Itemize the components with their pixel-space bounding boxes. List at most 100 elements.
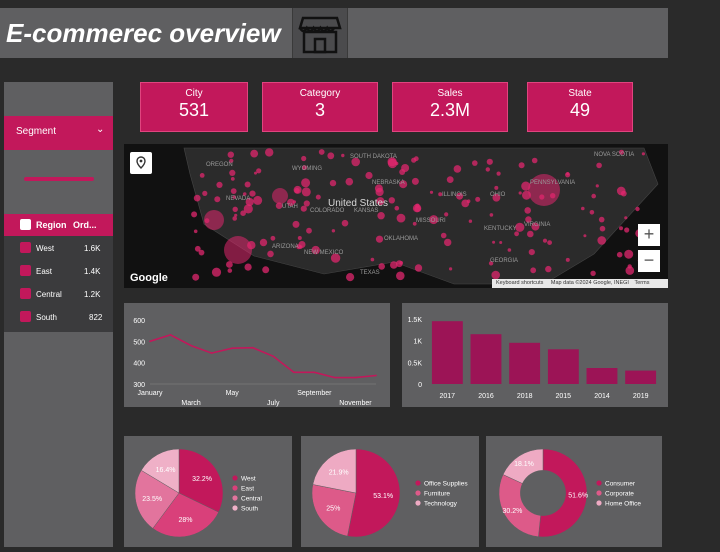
legend-marker <box>232 475 238 481</box>
map-sales-dot <box>204 210 224 230</box>
map-sales-dot <box>199 173 205 178</box>
map-sales-dot <box>616 186 626 196</box>
keyboard-shortcuts-link[interactable]: Keyboard shortcuts <box>496 280 544 286</box>
map-label: KANSAS <box>354 208 378 214</box>
region-orders: 1.4K <box>84 267 101 276</box>
slice-label: 51.6% <box>568 492 588 499</box>
legend-marker <box>232 495 238 501</box>
map-sales-dot <box>232 195 236 199</box>
map-sales-dot <box>193 229 198 234</box>
map-label: SOUTH DAKOTA <box>350 154 397 160</box>
map-sales-dot <box>298 241 306 248</box>
line-point <box>354 376 357 379</box>
map-sales-dot <box>486 158 493 165</box>
y-tick-label: 1.5K <box>408 317 423 324</box>
map-sales-dot <box>301 165 307 171</box>
region-filter-table: Region Ord... West 1.6K East 1.4K Centra… <box>4 214 113 332</box>
map-sales-dot <box>370 257 375 262</box>
x-tick-label: 2019 <box>633 393 649 400</box>
map-sales-dot <box>528 174 560 206</box>
map-sales-dot <box>229 169 236 176</box>
map-sales-dot <box>226 261 233 268</box>
sales-map[interactable]: OREGON WYOMING SOUTH DAKOTA NEBRASKA UTAH COL… <box>124 144 668 288</box>
header-bar: E-commerec overview <box>0 8 668 58</box>
map-sales-dot <box>528 249 535 256</box>
google-logo: Google <box>130 272 168 284</box>
region-row[interactable]: South 822 <box>4 307 113 327</box>
map-sales-dot <box>254 171 257 175</box>
map-sales-dot <box>292 200 296 204</box>
slice-label: 32.2% <box>192 476 212 483</box>
region-row[interactable]: Central 1.2K <box>4 284 113 304</box>
legend-label: Technology <box>424 501 458 508</box>
map-sales-dot <box>275 202 283 209</box>
map-sales-dot <box>492 193 501 202</box>
y-tick-label: 400 <box>133 361 145 368</box>
kpi-category-label: Category <box>299 88 341 99</box>
map-label: TEXAS <box>360 270 380 276</box>
y-tick-label: 1K <box>413 339 422 346</box>
region-row[interactable]: West 1.6K <box>4 238 113 258</box>
map-sales-dot <box>525 216 532 223</box>
map-sales-dot <box>388 197 395 204</box>
map-label: OHIO <box>490 192 506 198</box>
region-row[interactable]: East 1.4K <box>4 261 113 281</box>
region-checkbox[interactable] <box>20 288 31 299</box>
map-sales-dot <box>449 267 453 271</box>
map-sales-dot <box>399 261 404 265</box>
map-sales-dot <box>524 207 531 214</box>
select-all-checkbox[interactable] <box>20 219 31 230</box>
sales-line <box>149 334 377 379</box>
kpi-city: City 531 <box>140 82 248 132</box>
bar <box>431 321 463 384</box>
map-sales-dot <box>193 194 201 202</box>
map-sales-dot <box>589 210 595 215</box>
slice-label: 16.4% <box>156 467 176 474</box>
map-sales-dot <box>232 216 237 221</box>
map-sales-dot <box>234 213 238 217</box>
map-sales-dot <box>518 191 522 195</box>
terms-link[interactable]: Terms <box>634 280 650 286</box>
map-sales-dot <box>375 235 384 243</box>
segment-donut-panel: 51.6% 30.2% 18.1% Consumer Corporate Home Off… <box>486 436 662 547</box>
map-sales-dot <box>341 153 345 158</box>
kpi-city-label: City <box>185 88 203 99</box>
map-canvas[interactable]: OREGON WYOMING SOUTH DAKOTA NEBRASKA UTAH COL… <box>124 144 668 288</box>
map-sales-dot <box>624 249 634 259</box>
map-sales-dot <box>468 219 473 223</box>
x-tick-label: 2018 <box>517 393 533 400</box>
map-sales-dot <box>399 180 408 189</box>
legend-marker <box>232 485 238 491</box>
region-checkbox[interactable] <box>20 265 31 276</box>
kpi-sales-value: 2.3M <box>429 100 471 120</box>
zoom-in-button[interactable]: + <box>638 224 660 246</box>
map-sales-dot <box>378 263 385 270</box>
map-sales-dot <box>414 205 421 212</box>
map-sales-dot <box>595 184 599 188</box>
map-sales-dot <box>591 193 596 199</box>
map-sales-dot <box>345 177 354 186</box>
map-sales-dot <box>466 199 471 203</box>
map-sales-dot <box>590 270 596 276</box>
legend-marker <box>415 500 421 506</box>
zoom-out-button[interactable]: − <box>638 250 660 272</box>
map-data-attribution: Map data ©2024 Google, INEGI <box>550 280 629 286</box>
map-sales-dot <box>399 169 406 175</box>
map-sales-dot <box>440 232 447 239</box>
map-sales-dot <box>198 249 205 256</box>
region-name: South <box>36 313 57 322</box>
map-sales-dot <box>192 273 200 281</box>
region-orders: 822 <box>89 313 103 322</box>
map-sales-dot <box>472 160 478 166</box>
segment-dropdown[interactable]: Segment ⌄ <box>4 116 113 150</box>
region-checkbox[interactable] <box>20 242 31 253</box>
map-sales-dot <box>249 190 256 197</box>
map-sales-dot <box>531 222 540 231</box>
slice-label: 25% <box>326 506 340 513</box>
segment-slider[interactable] <box>24 177 94 181</box>
region-checkbox[interactable] <box>20 311 31 322</box>
map-sales-dot <box>390 261 398 269</box>
location-icon[interactable] <box>130 152 152 174</box>
map-sales-dot <box>214 196 221 203</box>
bar <box>470 334 502 384</box>
